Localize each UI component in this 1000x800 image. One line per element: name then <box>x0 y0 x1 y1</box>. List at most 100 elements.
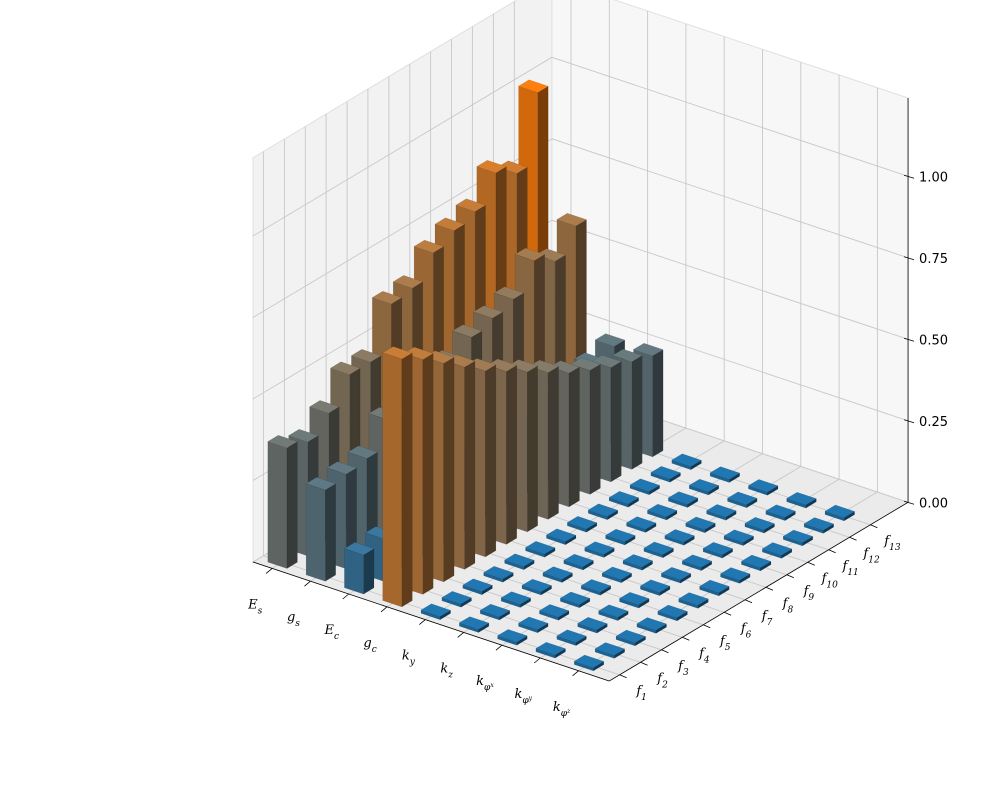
x-tick-label-7: kφy <box>514 687 532 706</box>
y-tick-0 <box>619 674 627 679</box>
bar-7-11 <box>765 504 796 522</box>
bar-4-0 <box>420 603 452 621</box>
y-tick-label-1: f2 <box>656 671 668 690</box>
bar-6-0 <box>497 629 528 646</box>
bar-5-6 <box>584 541 615 558</box>
y-tick-label-8: f9 <box>803 584 815 603</box>
x-tick-7 <box>533 657 541 664</box>
bar-5-11 <box>688 478 720 496</box>
bar-8-4 <box>657 604 688 622</box>
y-tick-7 <box>765 586 774 591</box>
z-tick-0 <box>903 500 915 505</box>
bar-5-1 <box>479 603 511 621</box>
bar-8-1 <box>594 642 626 659</box>
x-tick-label-4: ky <box>402 649 416 668</box>
bar-8-2 <box>615 629 647 647</box>
y-tick-label-9: f10 <box>821 571 839 590</box>
y-tick-2 <box>661 649 669 654</box>
grid-z-3 <box>252 138 909 318</box>
bars <box>267 79 856 672</box>
y-tick-10 <box>828 549 836 554</box>
bar-8-3 <box>636 617 668 634</box>
y-tick-4 <box>703 624 711 629</box>
x-tick-label-0: Es <box>247 597 263 616</box>
bar-0-0 <box>267 434 298 569</box>
y-tick-12 <box>870 524 878 529</box>
bar-6-9 <box>685 516 716 534</box>
x-tick-4 <box>419 619 426 625</box>
y-tick-label-0: f1 <box>635 684 647 703</box>
x-tick-8 <box>572 670 579 677</box>
y-tick-6 <box>744 599 753 604</box>
bar-7-10 <box>744 516 776 534</box>
bar-4-12 <box>671 453 702 471</box>
tick-labels: Es gs Ec gc ky kz kφx kφy kφz f1 f2 f3 f4 f5 f6 f7 f8 f9 f… <box>247 170 948 719</box>
bar-4-3 <box>483 566 514 583</box>
bar-7-4 <box>618 591 650 609</box>
bar-5-7 <box>605 528 636 546</box>
bar-8-8 <box>740 554 772 572</box>
bar-8-5 <box>678 592 709 609</box>
y-tick-label-11: f12 <box>862 546 880 565</box>
bar-5-10 <box>667 491 699 508</box>
x-tick-label-5: kz <box>440 661 453 680</box>
y-tick-label-2: f3 <box>677 659 689 678</box>
x-tick-label-1: gs <box>287 610 300 629</box>
bar-6-5 <box>601 566 633 584</box>
z-tick-label-3: 0.75 <box>919 252 948 267</box>
y-tick-label-3: f4 <box>698 646 710 665</box>
bar-4-9 <box>608 491 640 508</box>
bar-8-11 <box>803 517 835 534</box>
z-tick-label-4: 1.00 <box>919 170 948 185</box>
bar-5-9 <box>646 503 678 521</box>
y-tick-9 <box>807 561 815 566</box>
x-axis-line <box>252 561 610 682</box>
y-tick-label-5: f6 <box>740 621 752 640</box>
grid-z-4 <box>252 56 909 237</box>
y-tick-8 <box>786 574 794 579</box>
y-tick-label-12: f13 <box>883 534 901 553</box>
bar-6-12 <box>747 479 779 496</box>
bar-4-6 <box>545 528 577 546</box>
axes <box>252 98 915 682</box>
y-axis-line <box>608 501 909 682</box>
y-tick-label-6: f7 <box>761 609 773 628</box>
bar-2-0 <box>343 542 375 595</box>
bar-6-3 <box>559 591 591 609</box>
bar-6-4 <box>580 579 612 596</box>
bar-7-0 <box>535 641 567 659</box>
bar-7-5 <box>639 579 671 597</box>
y-tick-label-4: f5 <box>719 634 731 653</box>
bar-4-7 <box>566 516 598 533</box>
bar-7-7 <box>681 554 713 572</box>
bar-7-1 <box>556 629 587 647</box>
bar-5-0 <box>458 616 490 633</box>
x-tick-1 <box>304 580 311 587</box>
bar-1-0 <box>305 477 337 582</box>
bar-5-2 <box>500 591 532 608</box>
bar-4-2 <box>462 578 493 596</box>
bar-5-8 <box>625 516 657 533</box>
grid-z-2 <box>252 219 909 400</box>
y-tick-label-10: f11 <box>842 559 859 578</box>
z-tick-label-1: 0.25 <box>919 415 948 430</box>
x-tick-0 <box>265 568 273 574</box>
bar-5-4 <box>542 566 574 583</box>
bar-4-4 <box>504 553 535 571</box>
x-tick-6 <box>495 644 503 651</box>
y-tick-11 <box>849 536 857 541</box>
bar-4-5 <box>524 541 556 558</box>
z-tick-1 <box>903 419 915 424</box>
bar-8-6 <box>699 579 730 597</box>
bar-7-2 <box>577 616 608 634</box>
x-tick-3 <box>380 606 388 613</box>
bar-8-7 <box>719 567 751 584</box>
y-tick-3 <box>682 636 690 641</box>
bar-8-0 <box>573 654 605 672</box>
bar-6-6 <box>622 554 654 571</box>
x-tick-label-2: Ec <box>323 623 339 642</box>
bar-8-10 <box>782 529 814 547</box>
bar-7-6 <box>660 566 692 584</box>
bar-6-10 <box>706 504 737 521</box>
